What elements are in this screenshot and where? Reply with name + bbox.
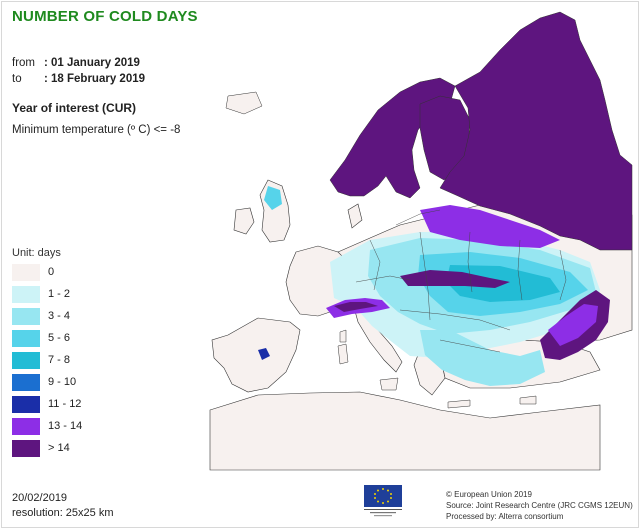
year-of-interest: Year of interest (CUR) <box>12 101 137 115</box>
legend-item: 13 - 14 <box>12 418 212 435</box>
period-to: to : 18 February 2019 <box>12 73 145 85</box>
legend-item: 5 - 6 <box>12 330 212 347</box>
from-label: from <box>12 57 35 69</box>
legend-label: 13 - 14 <box>48 420 83 432</box>
period-from: from : 01 January 2019 <box>12 57 140 69</box>
legend-item: 3 - 4 <box>12 308 212 325</box>
legend-swatch <box>12 330 40 347</box>
cyprus-land <box>519 395 537 405</box>
legend-label: 1 - 2 <box>48 288 71 300</box>
russia-gt14 <box>439 11 633 251</box>
legend-swatch <box>12 396 40 413</box>
zone-balkan-cyan <box>420 330 545 386</box>
zone-scotland <box>264 186 282 210</box>
legend-swatch <box>12 418 40 435</box>
zone-alps-dark <box>334 302 378 312</box>
legend-label: 3 - 4 <box>48 310 71 322</box>
legend-swatch <box>12 374 40 391</box>
sardinia-land <box>337 343 349 365</box>
zone-spain-spot <box>258 348 270 360</box>
credits: © European Union 2019 Source: Joint Rese… <box>446 489 633 522</box>
legend-label: 0 <box>48 266 55 278</box>
map-title: NUMBER OF COLD DAYS <box>12 8 198 25</box>
legend-unit: Unit: days <box>12 247 61 259</box>
cold-day-shading <box>258 186 610 386</box>
issue-date: 20/02/2019 <box>12 492 68 504</box>
legend-item: 11 - 12 <box>12 396 212 413</box>
temperature-criterion: Minimum temperature (º C) <= -8 <box>12 124 181 136</box>
legend-label: 5 - 6 <box>48 332 71 344</box>
legend-swatch <box>12 264 40 281</box>
iberia-land <box>211 317 301 393</box>
denmark-land <box>347 203 363 229</box>
legend-label: 11 - 12 <box>48 398 82 410</box>
legend-swatch <box>12 286 40 303</box>
legend-item: 7 - 8 <box>12 352 212 369</box>
crete-land <box>447 399 471 409</box>
zone-east-turkey-violet <box>548 304 598 346</box>
sicily-land <box>379 377 399 391</box>
to-value: : 18 February 2019 <box>44 73 146 85</box>
legend-swatch <box>12 440 40 457</box>
legend-label: > 14 <box>48 442 70 454</box>
copyright-text: © European Union 2019 <box>446 490 532 499</box>
corsica-land <box>339 329 347 343</box>
legend-item: 0 <box>12 264 212 281</box>
legend-item: > 14 <box>12 440 212 457</box>
source-text: Source: Joint Research Centre (JRC CGMS … <box>446 501 633 510</box>
zone-carpathian <box>400 270 510 288</box>
gt14-region <box>329 11 633 251</box>
legend-item: 1 - 2 <box>12 286 212 303</box>
islands <box>225 91 537 409</box>
legend-item: 9 - 10 <box>12 374 212 391</box>
legend-label: 7 - 8 <box>48 354 71 366</box>
european-commission-logo <box>364 485 402 517</box>
legend-label: 9 - 10 <box>48 376 77 388</box>
legend-swatch <box>12 308 40 325</box>
zone-baltic-purple <box>420 205 560 248</box>
north-africa-land <box>209 391 601 471</box>
from-value: : 01 January 2019 <box>44 57 140 69</box>
country-borders <box>355 209 567 353</box>
ireland-land <box>233 207 255 235</box>
resolution: resolution: 25x25 km <box>12 507 114 519</box>
to-label: to <box>12 73 22 85</box>
legend-swatch <box>12 352 40 369</box>
processed-text: Processed by: Alterra consortium <box>446 512 564 521</box>
iceland-land <box>225 91 263 115</box>
